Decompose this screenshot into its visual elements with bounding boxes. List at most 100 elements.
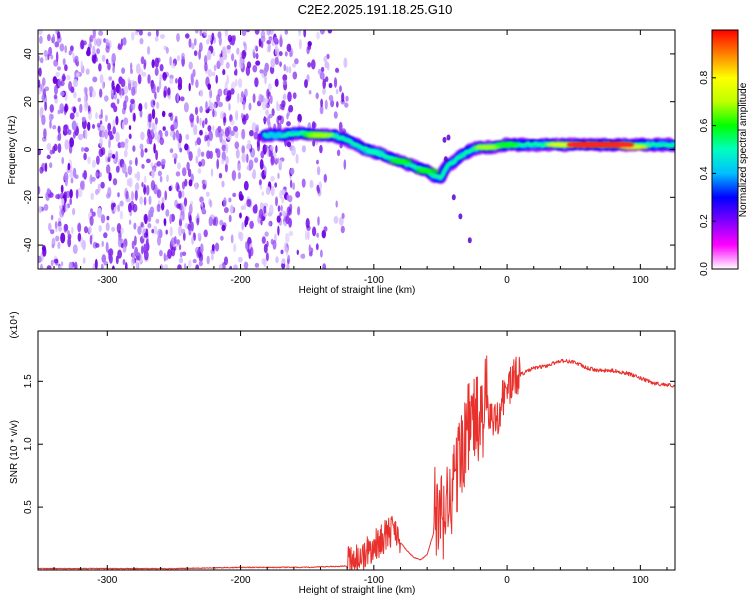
spectrogram-noise-blob (105, 222, 110, 232)
spectrogram-noise-blob (63, 223, 68, 233)
spectrogram-noise-blob (100, 147, 106, 156)
spectrogram-noise-blob (282, 79, 288, 86)
spectrogram-noise-blob (266, 147, 270, 158)
spectrogram-noise-blob (193, 50, 198, 57)
spectrogram-noise-blob (274, 78, 279, 88)
spectrogram-noise-blob (117, 236, 122, 248)
spectrogram-noise-blob (107, 122, 112, 132)
spectrogram-noise-blob (54, 41, 60, 48)
spectrogram-noise-blob (266, 115, 271, 127)
spectrogram-noise-blob (308, 244, 311, 253)
spectrogram-noise-blob (64, 124, 69, 136)
spectrogram-noise-blob (98, 63, 102, 72)
x-tick-label: 100 (632, 275, 649, 286)
spectrogram-noise-blob (97, 207, 102, 218)
spectrogram-noise-blob (128, 219, 132, 225)
spectrogram-noise-blob (50, 54, 54, 60)
spectrogram-noise-blob (255, 60, 261, 66)
spectrogram-noise-blob (131, 86, 136, 96)
colorbar-tick-label: 0.6 (699, 118, 710, 132)
spectrogram-noise-blob (151, 108, 156, 120)
spectrogram-noise-blob (87, 46, 91, 54)
spectrogram-noise-blob (283, 242, 287, 253)
spectrogram-noise-blob (343, 159, 347, 170)
spectrogram-noise-blob (113, 105, 118, 113)
spectrogram-noise-blob (239, 194, 244, 201)
spectrogram-noise-blob (330, 99, 335, 108)
spectrogram-noise-blob (199, 117, 202, 126)
spectrogram-noise-blob (89, 90, 93, 98)
spectrogram-noise-blob (171, 62, 176, 69)
spectrogram-noise-blob (336, 101, 339, 108)
spectrogram-noise-blob (135, 157, 138, 167)
spectrogram-noise-blob (130, 98, 135, 105)
spectrogram-noise-blob (274, 43, 278, 52)
spectrogram-noise-blob (112, 119, 115, 128)
spectrogram-noise-blob (285, 215, 290, 225)
spectrogram-noise-blob (87, 156, 91, 165)
spectrogram-noise-blob (188, 82, 191, 92)
spectrogram-noise-blob (341, 92, 345, 103)
spectrogram-noise-blob (316, 159, 319, 165)
spectrogram-noise-blob (153, 143, 156, 154)
spectrogram-noise-blob (271, 108, 275, 117)
spectrogram-noise-blob (68, 261, 74, 269)
spectrogram-noise-blob (134, 190, 138, 201)
spectrogram-noise-blob (105, 45, 110, 53)
spectrogram-noise-blob (70, 45, 74, 52)
spectrogram-noise-blob (307, 41, 312, 47)
spectrogram-noise-blob (69, 170, 74, 179)
spectrogram-noise-blob (75, 72, 80, 78)
spectrogram-noise-blob (285, 232, 290, 244)
spectrogram-noise-blob (317, 216, 320, 226)
spectrogram-noise-blob (256, 141, 261, 152)
spectrogram-noise-blob (140, 131, 145, 141)
spectrogram-noise-blob (156, 189, 162, 199)
spectrogram-noise-blob (252, 49, 255, 57)
spectrogram-noise-blob (202, 120, 205, 129)
spectrogram-noise-blob (52, 33, 55, 44)
spectrogram-noise-blob (270, 175, 275, 182)
spectrogram-noise-blob (155, 218, 160, 224)
spectrogram-noise-blob (315, 243, 319, 251)
spectrogram-noise-blob (133, 222, 137, 230)
spectrogram-x-label: Height of straight line (km) (299, 285, 416, 296)
spectrogram-noise-blob (164, 190, 167, 201)
spectrogram-noise-blob (175, 171, 181, 177)
spectrogram-noise-blob (148, 134, 153, 145)
spectrogram-noise-blob (38, 148, 42, 156)
spectrogram-noise-blob (130, 62, 133, 71)
spectrogram-noise-blob (135, 63, 141, 74)
spectrogram-noise-blob (99, 74, 104, 84)
spectrogram-noise-blob (157, 133, 161, 144)
spectrogram-noise-blob (96, 48, 100, 55)
snr-frame (37, 330, 676, 571)
colorbar-tick-label: 0.0 (699, 262, 710, 276)
spectrogram-noise-blob (122, 121, 125, 130)
spectrogram-noise-blob (80, 39, 85, 50)
spectrogram-noise-blob (95, 243, 100, 248)
spectrogram-noise-blob (205, 191, 210, 197)
spectrogram-noise-blob (123, 117, 129, 126)
spectrogram-noise-blob (154, 36, 159, 42)
y-tick-label: 0 (23, 146, 34, 152)
spectrogram-noise-blob (89, 34, 94, 43)
x-tick-label: 100 (632, 575, 649, 586)
spectrogram-noise-blob (258, 93, 264, 104)
spectrogram-noise-blob (200, 158, 206, 167)
spectrogram-noise-blob (80, 147, 85, 152)
spectrogram-noise-blob (157, 57, 161, 63)
spectrogram-noise-blob (104, 95, 109, 102)
spectrogram-noise-blob (169, 77, 174, 85)
spectrogram-noise-blob (237, 92, 240, 104)
spectrogram-noise-blob (212, 51, 216, 57)
spectrogram-noise-blob (322, 78, 327, 89)
spectrogram-noise-blob (274, 182, 278, 188)
spectrogram-noise-blob (137, 74, 142, 85)
spectrogram-noise-blob (57, 221, 62, 228)
spectrogram-noise-blob (161, 197, 165, 205)
spectrogram-noise-blob (107, 130, 111, 136)
spectrogram-noise-blob (123, 85, 129, 95)
spectrogram-noise-blob (77, 232, 82, 242)
